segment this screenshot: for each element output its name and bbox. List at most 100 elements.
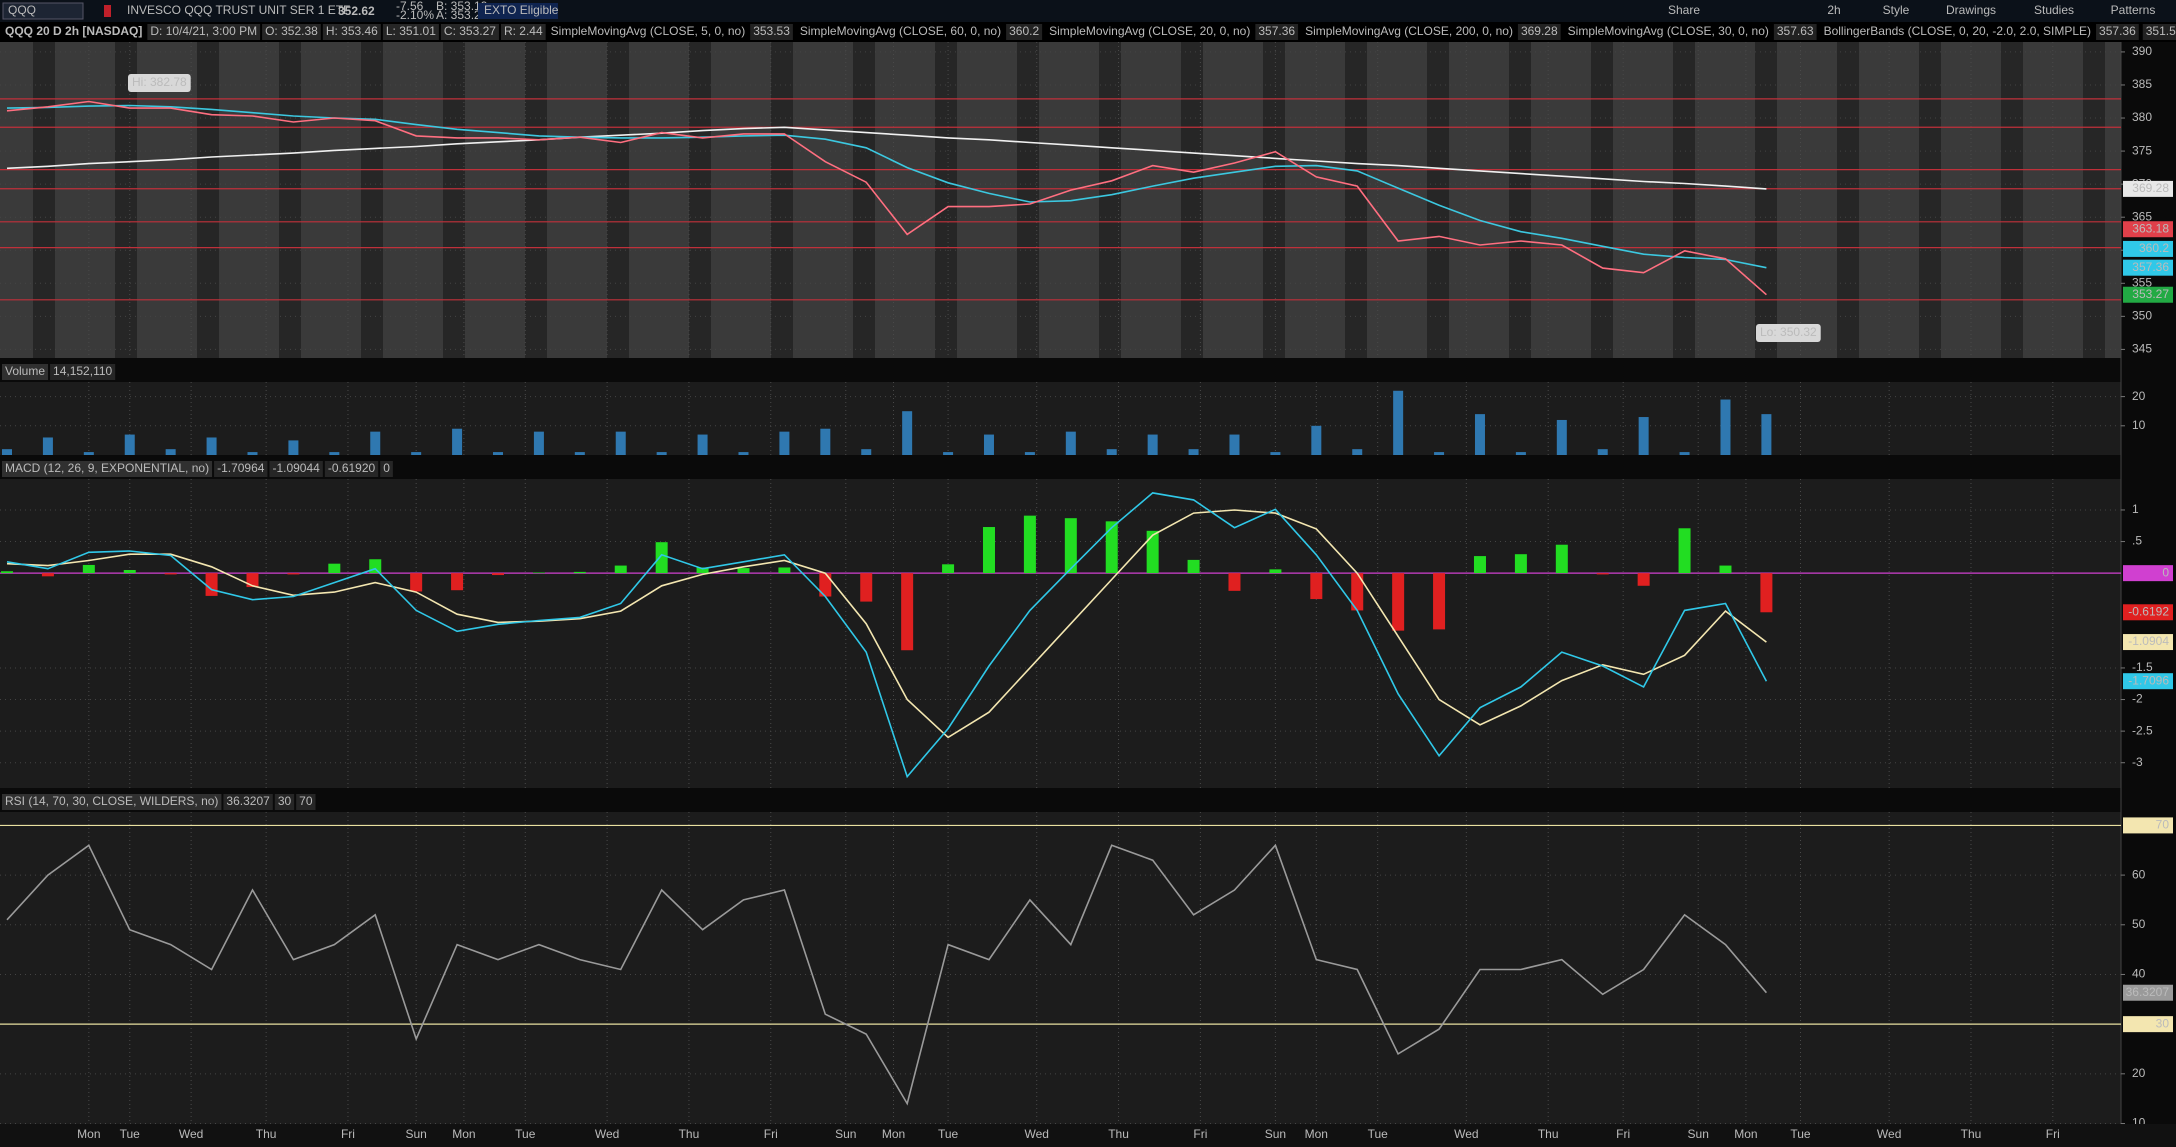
series-line [6,492,1768,779]
volume-bar [83,452,94,455]
y-tick-label: 390 [2132,44,2152,58]
value-badge [2123,240,2173,257]
y-tick-label: .5 [2132,534,2142,548]
value-badge [2123,221,2173,238]
study-value: 351.54 [2146,24,2176,38]
histogram-bar [491,573,504,576]
histogram-bar [1433,573,1446,630]
study-value: 360.2 [1009,24,1039,38]
value-badge-label: -1.7096 [2128,673,2169,687]
study-name: SimpleMovingAvg (CLOSE, 30, 0, no) [1568,24,1769,38]
x-tick-label: Wed [179,1127,203,1141]
x-tick-label: Thu [1538,1127,1559,1141]
ask: A: 353.21 [436,8,488,22]
histogram-bar [1514,554,1527,574]
study-value: 357.36 [2099,24,2136,38]
histogram-bar [287,573,300,575]
panel-field: 36.3207 [226,794,270,808]
y-tick-label: 1 [2132,502,2139,516]
x-tick-label: Tue [120,1127,141,1141]
volume-bar [1188,449,1199,455]
panel-field-bg [322,24,381,40]
histogram-bar [1023,515,1036,574]
histogram-bar [246,573,259,588]
study-name: SimpleMovingAvg (CLOSE, 60, 0, no) [800,24,1001,38]
histogram-bar [1678,528,1691,574]
series-line [6,126,1767,190]
price-panel-bg [0,42,2121,358]
volume-bar [370,431,381,455]
y-tick-label: 345 [2132,342,2152,356]
panel-field-bg [214,461,268,477]
badge: EXTO Eligible [484,3,559,17]
toolbar-button[interactable]: Style [1883,3,1910,17]
panel-field-bg [500,24,546,40]
value-badge [2123,817,2173,834]
histogram-bar [982,527,995,574]
histogram-bar [655,542,668,574]
volume-bar [779,431,790,455]
x-tick-label: Fri [2046,1127,2060,1141]
x-tick-label: Thu [1108,1127,1129,1141]
value-badge [2123,259,2173,276]
histogram-bar [901,573,914,651]
x-tick-label: Thu [1961,1127,1982,1141]
volume-bar [1434,452,1445,455]
symbol: QQQ [8,3,36,17]
change-pct: -2.10% [396,8,434,22]
symbol-input[interactable] [2,2,84,20]
volume-bar [206,437,217,455]
toolbar-button[interactable]: Drawings [1946,3,1996,17]
panel-title-bg [2,794,222,810]
x-tick-label: Mon [1734,1127,1757,1141]
x-tick-label: Wed [595,1127,619,1141]
volume-bar [1065,431,1076,455]
y-tick-label: 385 [2132,77,2152,91]
toolbar-button[interactable]: Studies [2034,3,2074,17]
x-tick-label: Fri [1193,1127,1207,1141]
histogram-bar [1269,569,1282,574]
y-tick-label: 365 [2132,209,2152,223]
panel-field: D: 10/4/21, 3:00 PM [150,24,257,38]
volume-bar [1147,434,1158,455]
x-tick-label: Sun [1688,1127,1709,1141]
x-tick-label: Fri [1616,1127,1630,1141]
y-tick-label: 20 [2132,1066,2146,1080]
panel-field: L: 351.01 [386,24,436,38]
volume-bar [615,431,626,455]
panel-field: C: 353.27 [444,24,496,38]
histogram-bar [41,573,54,577]
volume-bar [247,452,258,455]
volume-bar [1229,434,1240,455]
annotation: Lo: 350.32 [1760,325,1817,339]
histogram-bar [942,564,955,574]
y-tick-label: 10 [2132,418,2146,432]
last-price: 352.62 [338,4,375,18]
volume-bar [42,437,53,455]
histogram-bar [410,573,423,592]
histogram-bar [1310,573,1323,600]
volume-bar [983,434,994,455]
study-value: 353.53 [753,24,790,38]
volume-bar [1761,414,1772,455]
panel-field-bg [380,461,393,477]
x-tick-label: Tue [515,1127,536,1141]
value-badge [2123,180,2173,197]
x-tick-label: Thu [256,1127,277,1141]
x-tick-label: Sun [835,1127,856,1141]
volume-bar [1720,399,1731,455]
series-line [6,843,1768,1106]
y-tick-label: -1.5 [2132,660,2153,674]
toolbar-button[interactable]: Share [1668,3,1700,17]
study-value: 357.36 [1258,24,1295,38]
histogram-bar [369,559,382,574]
toolbar-button[interactable]: 2h [1827,3,1840,17]
toolbar-button[interactable]: Patterns [2111,3,2156,17]
histogram-bar [860,573,873,602]
y-tick-label: -2 [2132,692,2143,706]
x-tick-label: Thu [679,1127,700,1141]
volume-bar [1515,452,1526,455]
volume-bar [533,431,544,455]
